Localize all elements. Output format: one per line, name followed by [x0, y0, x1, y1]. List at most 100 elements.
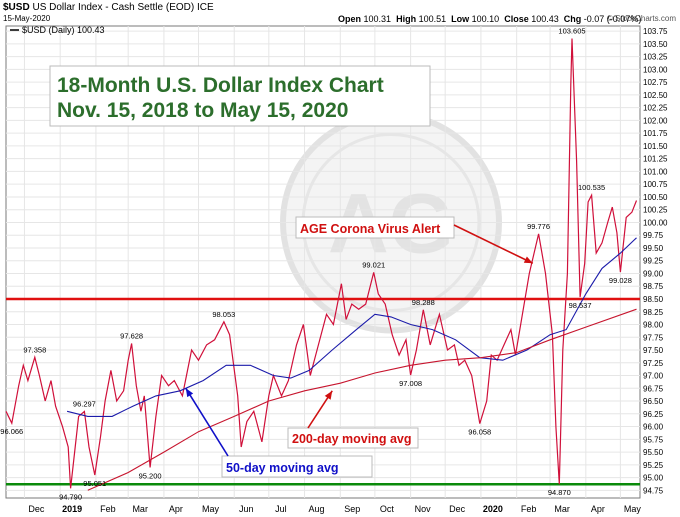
ma50-annotation-label: 50-day moving avg: [226, 461, 339, 475]
x-tick-label: Jun: [239, 504, 254, 514]
point-label: 94.790: [59, 492, 82, 501]
y-tick-label: 103.00: [643, 65, 668, 74]
y-tick-label: 95.00: [643, 474, 664, 483]
x-tick-label: Apr: [169, 504, 183, 514]
low-value: 100.10: [471, 14, 500, 24]
point-label: 95.200: [139, 471, 162, 480]
chart-subtitle: Nov. 15, 2018 to May 15, 2020: [57, 99, 348, 122]
y-tick-label: 97.50: [643, 346, 664, 355]
open-label: Open: [338, 14, 362, 24]
x-tick-label: Sep: [344, 504, 360, 514]
y-tick-label: 99.50: [643, 244, 664, 253]
y-tick-label: 99.75: [643, 231, 664, 240]
x-tick-label: Oct: [380, 504, 395, 514]
point-label: 95.051: [83, 479, 106, 488]
x-tick-label: May: [624, 504, 642, 514]
point-label: 98.537: [569, 301, 592, 310]
y-tick-label: 96.50: [643, 397, 664, 406]
y-tick-label: 98.75: [643, 282, 664, 291]
ma200-annotation-label: 200-day moving avg: [292, 432, 412, 446]
point-label: 97.628: [120, 331, 143, 340]
y-tick-label: 98.50: [643, 295, 664, 304]
corona-alert-label: AGE Corona Virus Alert: [300, 222, 441, 236]
corona-alert-arrow: [453, 224, 534, 264]
y-tick-label: 95.75: [643, 435, 664, 444]
point-label: 99.021: [362, 260, 385, 269]
ma50-annotation-arrowhead: [185, 388, 194, 398]
y-tick-label: 101.75: [643, 129, 668, 138]
y-tick-label: 102.00: [643, 116, 668, 125]
y-tick-label: 98.00: [643, 321, 664, 330]
y-tick-label: 102.50: [643, 91, 668, 100]
close-label: Close: [504, 14, 529, 24]
point-label: 99.776: [527, 222, 550, 231]
y-tick-label: 96.25: [643, 410, 664, 419]
symbol: $USD: [3, 2, 30, 13]
y-tick-label: 100.75: [643, 180, 668, 189]
high-label: High: [396, 14, 417, 24]
point-label: 99.028: [609, 276, 632, 285]
y-tick-label: 103.50: [643, 40, 668, 49]
ma50-line: [66, 237, 637, 417]
y-tick-label: 102.25: [643, 104, 668, 113]
y-tick-label: 100.50: [643, 193, 668, 202]
y-tick-label: 103.25: [643, 53, 668, 62]
y-tick-label: 101.50: [643, 142, 668, 151]
y-tick-label: 99.25: [643, 257, 664, 266]
chart-title: 18-Month U.S. Dollar Index Chart: [57, 74, 384, 97]
close-value: 100.43: [531, 14, 559, 24]
exchange: ICE: [196, 2, 214, 13]
y-tick-label: 98.25: [643, 308, 664, 317]
ohlc-readout: Open 100.31 High 100.51 Low 100.10 Close…: [338, 14, 641, 24]
ma200-annotation-arrowhead: [324, 390, 333, 400]
y-tick-label: 102.75: [643, 78, 668, 87]
ma50-annotation-arrow: [185, 387, 229, 457]
y-tick-label: 103.75: [643, 27, 668, 36]
price-line: [5, 38, 638, 489]
open-value: 100.31: [363, 14, 392, 24]
y-tick-label: 100.00: [643, 218, 668, 227]
point-label: 96.066: [0, 427, 23, 436]
x-tick-label: Aug: [309, 504, 325, 514]
point-label: 97.008: [399, 379, 422, 388]
point-label: 94.870: [548, 488, 571, 497]
corona-alert-box: [295, 216, 455, 239]
x-tick-label: Mar: [132, 504, 148, 514]
y-tick-label: 99.00: [643, 269, 664, 278]
corona-alert-arrowhead: [523, 256, 533, 264]
y-tick-label: 96.00: [643, 423, 664, 432]
y-tick-label: 96.75: [643, 384, 664, 393]
legend-label: $USD (Daily) 100.43: [22, 25, 105, 35]
header-title: $USD US Dollar Index - Cash Settle (EOD)…: [3, 2, 214, 13]
y-tick-label: 101.25: [643, 155, 668, 164]
point-label: 96.297: [73, 399, 96, 408]
low-label: Low: [451, 14, 470, 24]
y-tick-label: 97.75: [643, 333, 664, 342]
point-label: 97.358: [23, 345, 46, 354]
x-tick-label: Dec: [449, 504, 466, 514]
x-tick-label: Nov: [415, 504, 432, 514]
chg-value: -0.07 (-0.07%): [583, 14, 642, 24]
y-tick-label: 100.25: [643, 206, 668, 215]
y-tick-label: 101.00: [643, 167, 668, 176]
x-tick-label: 2019: [62, 504, 82, 514]
point-label: 98.053: [212, 310, 235, 319]
x-tick-label: Apr: [591, 504, 605, 514]
high-value: 100.51: [418, 14, 447, 24]
x-tick-label: May: [202, 504, 220, 514]
x-tick-label: Mar: [554, 504, 570, 514]
brand-mark: © StockCharts.com: [606, 14, 676, 23]
x-tick-label: 2020: [483, 504, 503, 514]
chg-label: Chg: [563, 14, 582, 24]
ma50-annotation-box: [221, 455, 373, 478]
y-tick-label: 97.25: [643, 359, 664, 368]
y-tick-label: 95.50: [643, 448, 664, 457]
point-label: 96.058: [468, 428, 491, 437]
x-tick-label: Feb: [521, 504, 537, 514]
ma200-line: [87, 308, 637, 491]
point-label: 100.535: [578, 183, 605, 192]
y-tick-label: 94.75: [643, 486, 664, 495]
point-label: 103.605: [558, 27, 585, 36]
header-date: 15-May-2020: [3, 14, 51, 23]
